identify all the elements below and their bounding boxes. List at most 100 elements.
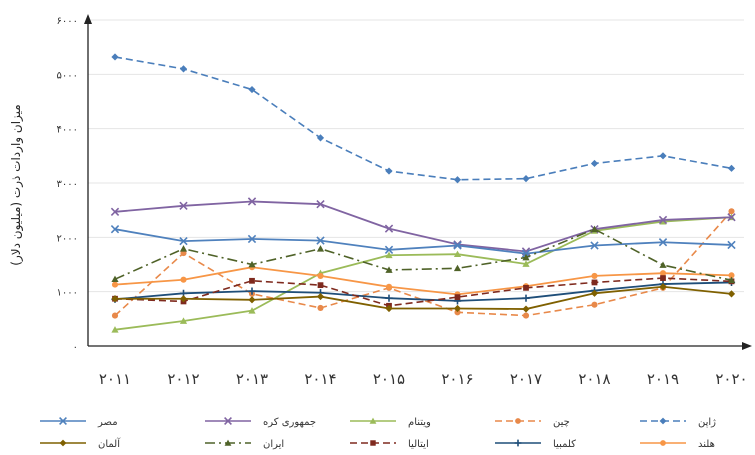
data-point [369, 417, 377, 424]
data-point [727, 240, 736, 250]
data-point [522, 294, 530, 302]
data-point [248, 260, 256, 268]
data-point [658, 238, 668, 247]
data-point [59, 439, 67, 447]
x-tick-label: ۲۰۱۴ [304, 370, 336, 388]
data-point [727, 213, 736, 222]
y-tick-label: ۳۰۰۰ [57, 179, 78, 190]
data-point [316, 245, 325, 252]
data-point [522, 260, 530, 267]
data-point [111, 53, 119, 61]
legend-item: ویتنام [350, 417, 431, 428]
data-point [248, 307, 256, 314]
data-point [249, 277, 255, 284]
data-point [385, 304, 393, 313]
legend-item: کلمبیا [495, 439, 576, 450]
data-point [660, 440, 666, 446]
data-point [385, 266, 393, 273]
legend-item: مصر [40, 417, 118, 428]
data-point [111, 312, 119, 319]
data-point [317, 304, 324, 312]
legend-item: هلند [640, 439, 715, 450]
x-tick-label: ۲۰۱۵ [373, 370, 405, 388]
data-point [591, 279, 598, 286]
data-point [727, 164, 736, 172]
data-point [659, 270, 667, 277]
x-tick-labels: ۲۰۱۱ ۲۰۱۲ ۲۰۱۳ ۲۰۱۴ ۲۰۱۵ ۲۰۱۶ ۲۰۱۷ ۲۰۱۸ ۲۰۱۹ ۲۰۲۰ [99, 370, 748, 388]
data-point [659, 283, 667, 291]
series-5 [110, 225, 736, 258]
data-point [224, 439, 232, 446]
y-tick-label: ۰ [73, 342, 78, 353]
data-point [59, 417, 67, 425]
data-point [224, 417, 232, 425]
series-line [114, 266, 732, 296]
data-point [179, 236, 188, 246]
data-point [515, 418, 521, 424]
legend-item: ایران [205, 439, 284, 450]
data-point [658, 215, 668, 225]
data-point [247, 234, 257, 244]
legend-label: ایتالیا [408, 439, 429, 450]
series-line [114, 281, 732, 302]
series-line [114, 200, 732, 253]
data-point [384, 224, 394, 233]
series-line [114, 56, 732, 181]
data-point [370, 440, 376, 446]
data-point [453, 250, 462, 258]
data-point [316, 134, 325, 142]
data-point [728, 272, 735, 279]
data-point [248, 287, 256, 295]
data-point [453, 264, 462, 272]
series-line [114, 228, 732, 255]
x-tick-label: ۲۰۱۹ [647, 370, 679, 388]
x-tick-label: ۲۰۱۷ [510, 370, 542, 388]
data-point [659, 152, 667, 160]
data-point [317, 272, 324, 279]
data-point [248, 85, 256, 94]
legend-label: جمهوری کره [263, 417, 316, 428]
data-point [659, 417, 667, 425]
gridlines [88, 19, 744, 293]
legend: ژاپن چین ویتنام جمهوری کره مصر هلند کلمبیا ایتا… [40, 417, 716, 450]
series-line [114, 277, 732, 307]
data-point [111, 281, 119, 288]
data-point [590, 241, 599, 250]
series-line [114, 216, 732, 331]
data-point [179, 295, 188, 303]
data-point [248, 296, 256, 304]
legend-label: مصر [97, 417, 118, 428]
x-tick-label: ۲۰۱۳ [236, 370, 268, 388]
data-point [384, 245, 394, 254]
series-10 [111, 283, 736, 313]
y-tick-label: ۱۰۰۰ [57, 288, 78, 299]
data-point [727, 276, 736, 284]
x-tick-label: ۲۰۱۸ [578, 370, 610, 388]
data-point [454, 309, 461, 316]
x-tick-label: ۲۰۱۶ [441, 370, 473, 388]
series-lines [110, 53, 736, 333]
legend-label: ویتنام [408, 417, 431, 428]
data-point [590, 159, 599, 168]
data-point [453, 304, 462, 313]
data-point [522, 312, 530, 319]
x-tick-label: ۲۰۱۱ [99, 370, 131, 388]
series-1 [111, 53, 736, 184]
data-point [111, 275, 119, 283]
data-point [111, 295, 119, 303]
data-point [523, 284, 529, 291]
data-point [454, 294, 461, 300]
series-3 [111, 213, 736, 333]
legend-item: ایتالیا [350, 439, 429, 450]
data-point [590, 289, 599, 297]
legend-label: کلمبیا [553, 439, 576, 450]
series-9 [111, 225, 736, 284]
data-point [317, 282, 324, 289]
legend-item: چین [495, 417, 570, 428]
data-point [385, 167, 393, 175]
data-point [453, 241, 462, 250]
data-point [522, 253, 530, 261]
data-point [179, 201, 188, 210]
data-point [316, 236, 325, 245]
data-point [179, 65, 188, 73]
